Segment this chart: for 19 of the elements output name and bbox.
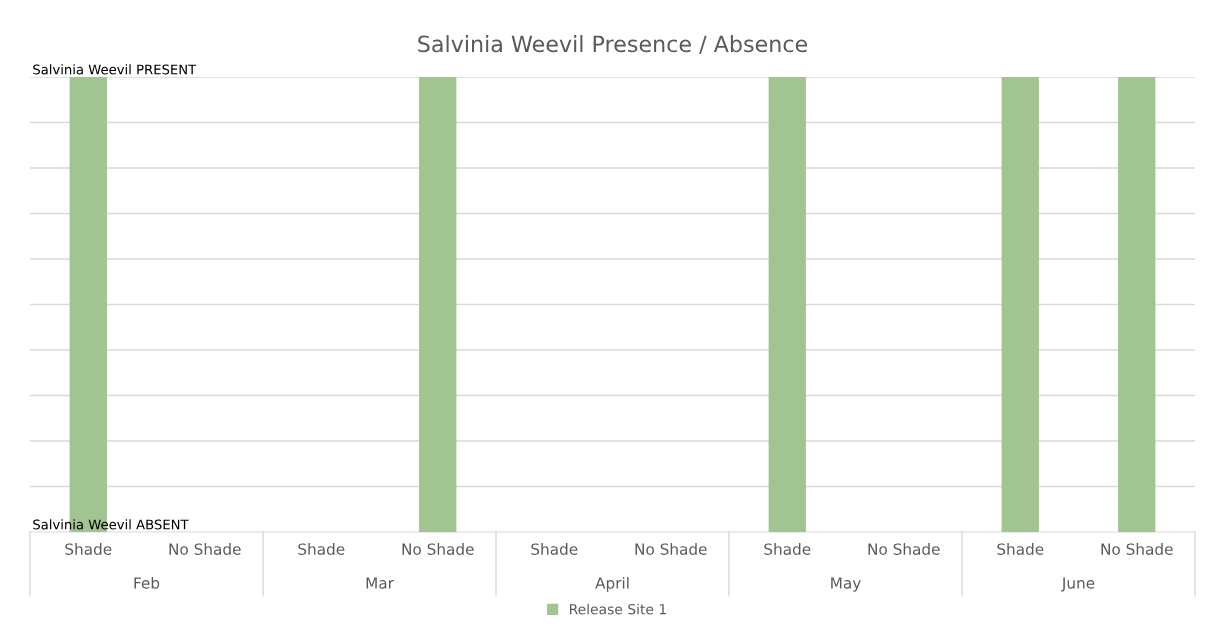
x-tick-label: No Shade (169, 543, 241, 555)
text: May (831, 577, 861, 592)
legend-label: Release Site 1 (569, 603, 666, 615)
text: Salvinia Weevil PRESENT (33, 64, 197, 75)
x-tick-label: Shade (298, 543, 345, 555)
x-tick-label: Shade (764, 543, 811, 555)
x-tick-label: Shade (531, 543, 578, 555)
text: April (595, 576, 629, 592)
annotation: Salvinia Weevil ABSENT (33, 519, 189, 530)
chart-title: Salvinia Weevil Presence / Absence (418, 35, 808, 55)
x-tick-label: Shade (997, 543, 1044, 555)
text: Feb (134, 576, 160, 589)
text: Mar (366, 577, 394, 589)
x-tick-label: No Shade (635, 543, 707, 555)
x-tick-label: No Shade (868, 543, 940, 555)
x-tick-label: Shade (65, 543, 112, 555)
x-tick-label: No Shade (1101, 543, 1173, 555)
x-tick-label: No Shade (402, 543, 474, 555)
text: June (1061, 577, 1095, 592)
